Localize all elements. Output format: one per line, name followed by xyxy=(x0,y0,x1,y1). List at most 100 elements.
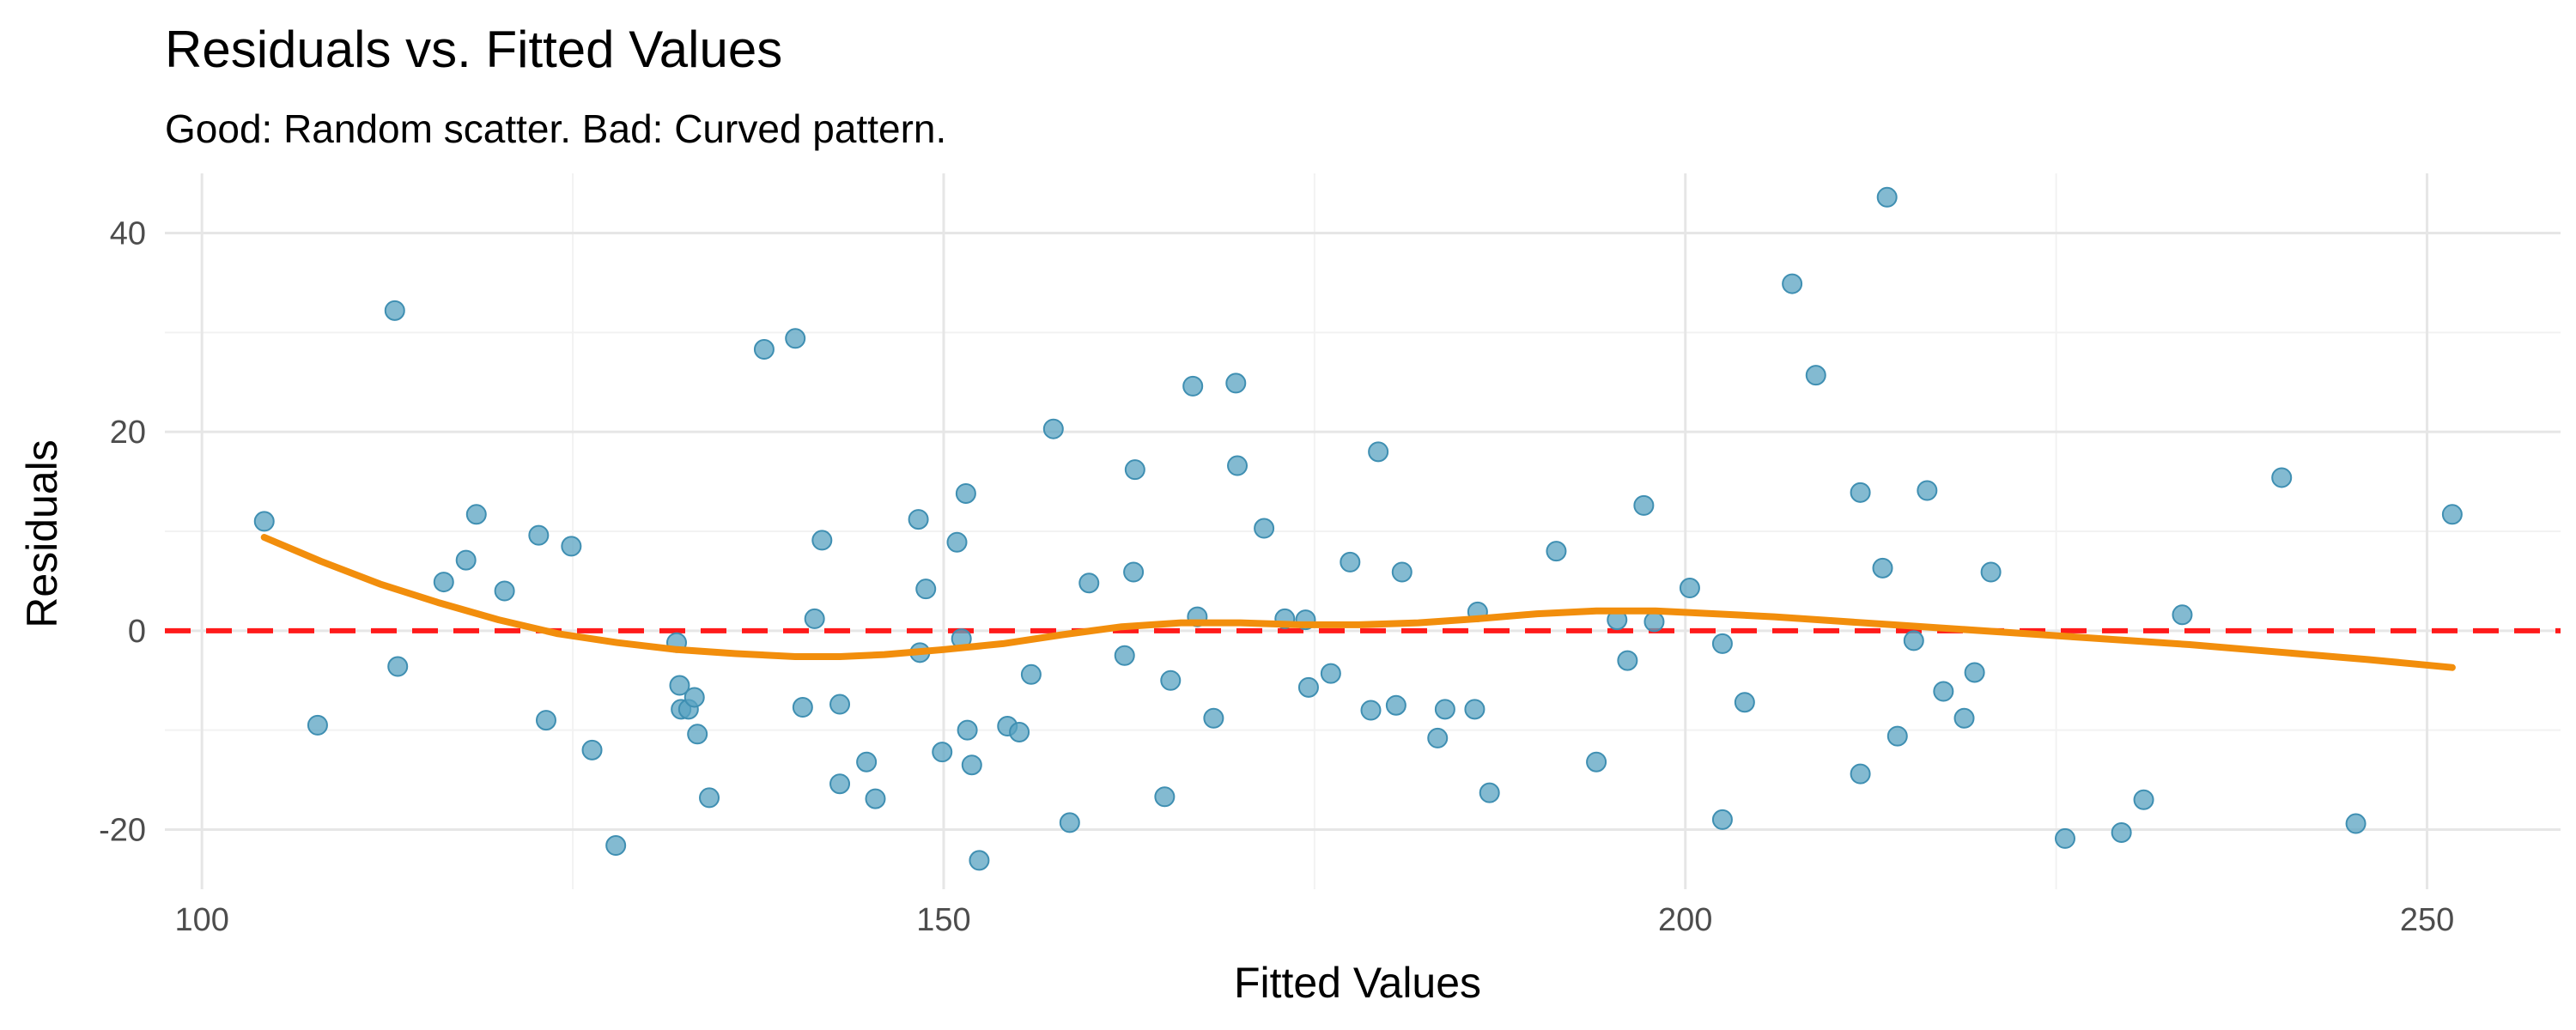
data-point xyxy=(1434,699,1455,720)
data-point xyxy=(1042,418,1064,439)
data-point xyxy=(1340,551,1361,573)
data-point xyxy=(683,687,705,708)
data-point xyxy=(1643,611,1665,633)
data-point xyxy=(605,835,627,857)
smooth-trend-line xyxy=(260,534,2456,671)
data-point xyxy=(455,549,477,571)
data-point xyxy=(915,579,937,600)
data-point xyxy=(1225,373,1247,394)
data-point xyxy=(955,482,976,504)
data-point xyxy=(753,339,775,360)
data-point xyxy=(961,754,982,776)
data-point xyxy=(2111,821,2132,843)
y-axis-title: Residuals xyxy=(18,439,66,628)
data-point xyxy=(1114,645,1135,666)
data-point xyxy=(1078,573,1100,594)
data-point xyxy=(932,742,953,763)
data-point xyxy=(1182,375,1204,397)
data-point xyxy=(792,697,813,718)
x-tick-label: 100 xyxy=(174,902,228,938)
data-point xyxy=(1886,725,1908,747)
data-point xyxy=(865,788,886,809)
data-point xyxy=(528,524,550,546)
y-tick-label: 40 xyxy=(110,216,146,252)
data-point xyxy=(1320,663,1341,684)
data-point xyxy=(253,511,275,532)
data-point xyxy=(1059,812,1080,833)
data-point xyxy=(1154,786,1176,808)
data-point xyxy=(2441,504,2463,525)
data-point xyxy=(699,787,720,809)
data-point xyxy=(785,328,806,349)
data-point xyxy=(1479,782,1500,803)
data-point xyxy=(1782,273,1803,294)
data-point xyxy=(1980,561,2002,583)
grid xyxy=(165,173,2561,889)
data-point xyxy=(1850,763,1871,785)
data-point xyxy=(908,509,929,530)
smooth-line-group xyxy=(260,534,2456,671)
data-point xyxy=(1160,670,1182,691)
data-point xyxy=(687,724,708,745)
data-point xyxy=(1427,727,1449,748)
data-point xyxy=(1297,676,1319,698)
data-point xyxy=(1711,809,1733,830)
data-point xyxy=(1964,662,1985,683)
data-point xyxy=(1009,721,1030,742)
x-tick-label: 200 xyxy=(1658,902,1712,938)
data-point xyxy=(1464,699,1485,720)
data-point xyxy=(2271,467,2293,488)
data-point xyxy=(1876,186,1898,208)
data-point xyxy=(1633,494,1655,516)
y-tick-label: -20 xyxy=(99,813,146,849)
data-point xyxy=(1123,561,1145,583)
data-point xyxy=(535,710,556,731)
data-point xyxy=(307,714,328,736)
data-point xyxy=(1933,681,1954,702)
data-point xyxy=(1227,455,1249,476)
points-group xyxy=(253,186,2463,871)
x-tick-label: 150 xyxy=(916,902,970,938)
y-tick-labels: -20 0 20 40 xyxy=(99,216,146,849)
data-point xyxy=(1368,441,1389,463)
data-point xyxy=(1872,557,1893,579)
y-tick-label: 20 xyxy=(110,415,146,451)
data-point xyxy=(465,504,487,525)
data-point xyxy=(1360,700,1382,721)
data-point xyxy=(1391,561,1413,583)
data-point xyxy=(1903,630,1924,651)
data-point xyxy=(581,739,603,760)
y-tick-label: 0 xyxy=(128,614,146,650)
data-point xyxy=(957,719,978,741)
data-point xyxy=(669,675,690,696)
data-point xyxy=(433,572,454,593)
data-point xyxy=(2133,789,2154,810)
data-point xyxy=(1254,518,1275,539)
data-point xyxy=(2054,827,2075,849)
data-point xyxy=(1679,578,1700,599)
x-tick-labels: 100 150 200 250 xyxy=(174,902,2454,938)
data-point xyxy=(856,751,878,772)
data-point xyxy=(811,530,833,551)
data-point xyxy=(1917,480,1938,501)
data-point xyxy=(384,300,405,321)
data-point xyxy=(804,608,825,629)
data-point xyxy=(1124,459,1145,481)
data-point xyxy=(1586,751,1607,772)
data-point xyxy=(829,773,851,795)
data-point xyxy=(494,580,515,602)
data-point xyxy=(2345,813,2366,834)
data-point xyxy=(1617,650,1638,671)
data-point xyxy=(1546,541,1567,562)
chart-title: Residuals vs. Fitted Values xyxy=(165,21,782,78)
x-tick-label: 250 xyxy=(2400,902,2454,938)
data-point xyxy=(1850,482,1871,503)
data-point xyxy=(829,694,851,715)
data-point xyxy=(1203,707,1224,729)
data-point xyxy=(1953,707,1975,729)
data-point xyxy=(1711,633,1733,654)
x-axis-title: Fitted Values xyxy=(1234,959,1481,1007)
data-point xyxy=(969,850,990,871)
data-point xyxy=(1805,365,1826,386)
